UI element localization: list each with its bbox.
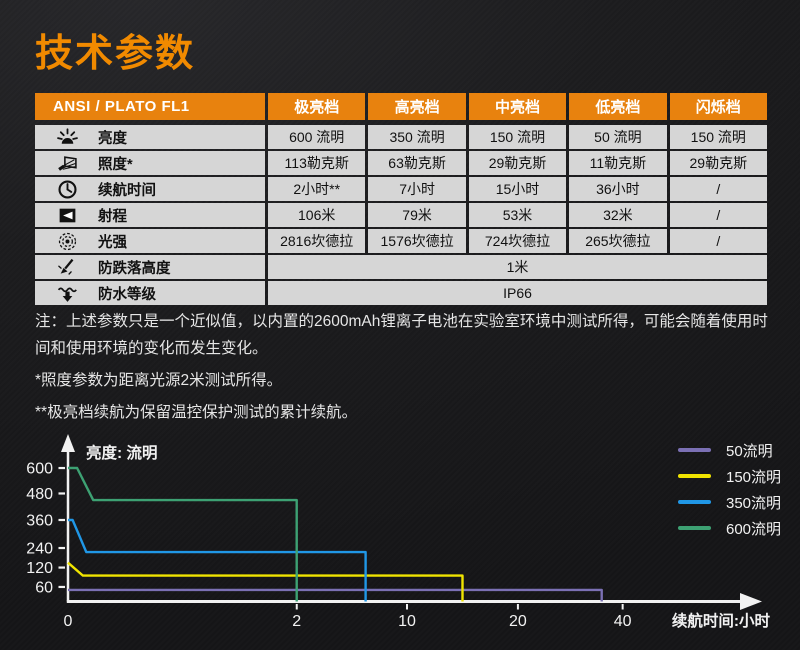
spec-row-label: 亮度: [35, 125, 265, 149]
chart-legend: 50流明 150流明 350流明 600流明: [678, 437, 781, 541]
y-axis-title: 亮度: 流明: [86, 443, 157, 462]
table-header-mode-4: 闪烁档: [669, 93, 767, 120]
y-tick-label: 360: [26, 512, 53, 529]
brightness-icon: [57, 127, 78, 148]
spec-value: 53米: [468, 203, 567, 227]
spec-value-merged: 1米: [268, 255, 767, 279]
legend-swatch-icon: [678, 474, 711, 478]
spec-label-text: 射程: [98, 208, 127, 225]
legend-swatch-icon: [678, 500, 711, 504]
series-50流明: [68, 588, 603, 602]
impact-icon: [57, 257, 78, 278]
spec-value: 150 流明: [669, 125, 767, 149]
y-axis-arrow-icon: [61, 434, 75, 452]
legend-label: 150流明: [726, 468, 782, 486]
spec-value: 2小时**: [268, 177, 366, 201]
y-tick-label: 480: [26, 486, 53, 503]
x-tick-label: 10: [398, 613, 416, 630]
note-turbo-runtime: **极亮档续航为保留温控保护测试的累计续航。: [35, 404, 358, 421]
table-header-mode-3: 低亮档: [569, 93, 667, 120]
spec-value: 7小时: [368, 177, 466, 201]
legend-swatch-icon: [678, 526, 711, 530]
spec-value: 63勒克斯: [368, 151, 466, 175]
spec-value: 32米: [569, 203, 667, 227]
x-tick-label: 40: [614, 613, 632, 630]
x-axis-title: 续航时间:小时: [672, 611, 771, 630]
spec-value: 2816坎德拉: [268, 229, 366, 253]
spec-value-merged: IP66: [268, 281, 767, 305]
spec-value: 600 流明: [268, 125, 366, 149]
spec-label-text: 光强: [98, 234, 127, 251]
x-tick-label: 0: [64, 613, 73, 630]
waterproof-icon: [57, 283, 78, 304]
spec-value: 265坎德拉: [569, 229, 667, 253]
spec-value: 350 流明: [368, 125, 466, 149]
spec-row-label: 续航时间: [35, 177, 265, 201]
y-tick-label: 120: [26, 560, 53, 577]
spec-value: 150 流明: [468, 125, 567, 149]
spec-label-text: 防跌落高度: [98, 260, 171, 277]
spec-value: /: [669, 203, 767, 227]
legend-label: 600流明: [726, 520, 782, 538]
legend-item: 600流明: [678, 515, 781, 541]
spec-table: ANSI / PLATO FL1 极亮档 高亮档 中亮档 低亮档 闪烁档 亮度 600 流明 3…: [35, 93, 767, 305]
series-350流明: [68, 518, 367, 602]
spec-row-label: 光强: [35, 229, 265, 253]
spec-row-label: 射程: [35, 203, 265, 227]
intensity-icon: [57, 231, 78, 252]
legend-label: 350流明: [726, 494, 782, 512]
spec-value: 1576坎德拉: [368, 229, 466, 253]
legend-label: 50流明: [726, 442, 773, 460]
spec-value: /: [669, 177, 767, 201]
table-header-standard: ANSI / PLATO FL1: [35, 93, 265, 120]
x-tick-label: 2: [292, 613, 301, 630]
spec-label-text: 照度*: [98, 156, 133, 173]
spec-value: 29勒克斯: [468, 151, 567, 175]
spec-row-label: 防水等级: [35, 281, 265, 305]
spec-value: 79米: [368, 203, 466, 227]
spec-row-label: 防跌落高度: [35, 255, 265, 279]
table-header-mode-0: 极亮档: [268, 93, 366, 120]
illuminance-icon: [57, 153, 78, 174]
spec-value: 36小时: [569, 177, 667, 201]
spec-row-label: 照度*: [35, 151, 265, 175]
y-tick-label: 600: [26, 461, 53, 478]
spec-value: 724坎德拉: [468, 229, 567, 253]
spec-value: 11勒克斯: [569, 151, 667, 175]
spec-value: 106米: [268, 203, 366, 227]
legend-swatch-icon: [678, 448, 711, 452]
note-general: 注：上述参数只是一个近似值，以内置的2600mAh锂离子电池在实验室环境中测试所…: [35, 313, 768, 357]
spec-label-text: 亮度: [98, 130, 127, 147]
legend-item: 150流明: [678, 463, 781, 489]
series-600流明: [68, 466, 298, 602]
y-tick-label: 240: [26, 541, 53, 558]
runtime-icon: [57, 179, 78, 200]
table-header-mode-2: 中亮档: [468, 93, 567, 120]
spec-value: 15小时: [468, 177, 567, 201]
series-150流明: [67, 561, 464, 602]
table-header-mode-1: 高亮档: [368, 93, 466, 120]
note-illuminance: *照度参数为距离光源2米测试所得。: [35, 372, 283, 389]
spec-label-text: 续航时间: [98, 182, 156, 199]
legend-item: 350流明: [678, 489, 781, 515]
spec-value: 113勒克斯: [268, 151, 366, 175]
notes: 注：上述参数只是一个近似值，以内置的2600mAh锂离子电池在实验室环境中测试所…: [35, 308, 773, 431]
spec-value: /: [669, 229, 767, 253]
legend-item: 50流明: [678, 437, 781, 463]
beam-distance-icon: [57, 205, 78, 226]
spec-value: 29勒克斯: [669, 151, 767, 175]
spec-value: 50 流明: [569, 125, 667, 149]
page-title: 技术参数: [35, 33, 196, 75]
y-tick-label: 60: [35, 579, 53, 596]
x-axis-arrow-icon: [740, 593, 762, 610]
spec-label-text: 防水等级: [98, 286, 156, 303]
x-tick-label: 20: [509, 613, 527, 630]
